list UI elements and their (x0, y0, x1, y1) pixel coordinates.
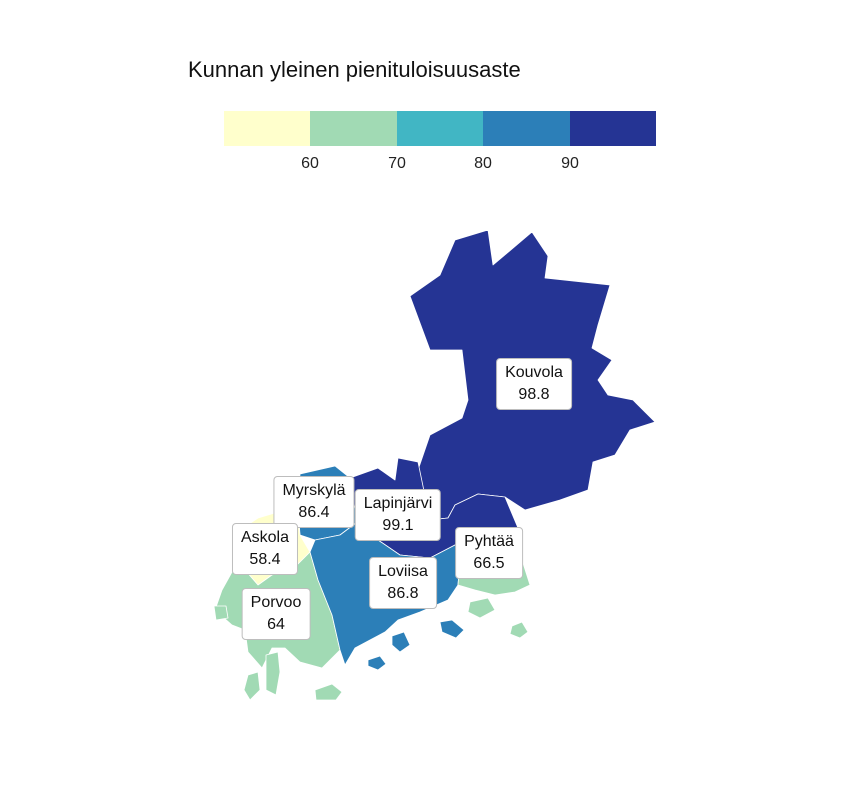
legend-swatch-1 (224, 111, 311, 146)
region-label-pyhtaa: Pyhtää 66.5 (455, 527, 523, 579)
region-label-myrskyla: Myrskylä 86.4 (273, 476, 355, 528)
island-porvoo-4 (213, 605, 229, 621)
legend-tick-60: 60 (301, 155, 319, 172)
island-porvoo-2 (265, 651, 281, 696)
region-label-askola: Askola 58.4 (231, 523, 299, 575)
region-value: 86.4 (298, 504, 330, 521)
region-label-kouvola: Kouvola 98.8 (496, 358, 572, 410)
legend-tick-90: 90 (561, 155, 579, 172)
region-name: Porvoo (250, 594, 302, 611)
region-label-loviisa: Loviisa 86.8 (369, 557, 437, 609)
region-name: Kouvola (505, 364, 563, 381)
island-porvoo-3 (314, 683, 343, 701)
legend-swatch-2 (310, 111, 397, 146)
region-value: 86.8 (387, 585, 419, 602)
island-pyhtaa-2 (509, 621, 529, 639)
island-porvoo-1 (243, 671, 261, 701)
island-loviisa-1 (367, 655, 387, 671)
region-value: 98.8 (518, 386, 550, 403)
region-name: Askola (240, 529, 290, 546)
region-name: Pyhtää (464, 533, 514, 550)
color-legend (224, 111, 657, 146)
map-title: Kunnan yleinen pienituloisuusaste (188, 57, 521, 82)
legend-swatch-3 (396, 111, 484, 146)
island-loviisa-2 (391, 631, 411, 653)
legend-tick-70: 70 (388, 155, 406, 172)
island-pyhtaa-1 (467, 597, 496, 619)
island-loviisa-3 (439, 619, 465, 639)
region-value: 66.5 (473, 555, 505, 572)
region-label-lapinjarvi: Lapinjärvi 99.1 (354, 489, 442, 541)
legend-swatch-4 (483, 111, 570, 146)
region-value: 99.1 (382, 517, 414, 534)
region-name: Myrskylä (282, 482, 346, 499)
legend-tick-80: 80 (474, 155, 492, 172)
region-name: Loviisa (378, 563, 428, 580)
region-name: Lapinjärvi (363, 495, 433, 512)
region-label-porvoo: Porvoo 64 (241, 588, 311, 640)
legend-swatch-5 (569, 111, 657, 146)
region-value: 64 (267, 616, 285, 633)
region-value: 58.4 (249, 551, 281, 568)
